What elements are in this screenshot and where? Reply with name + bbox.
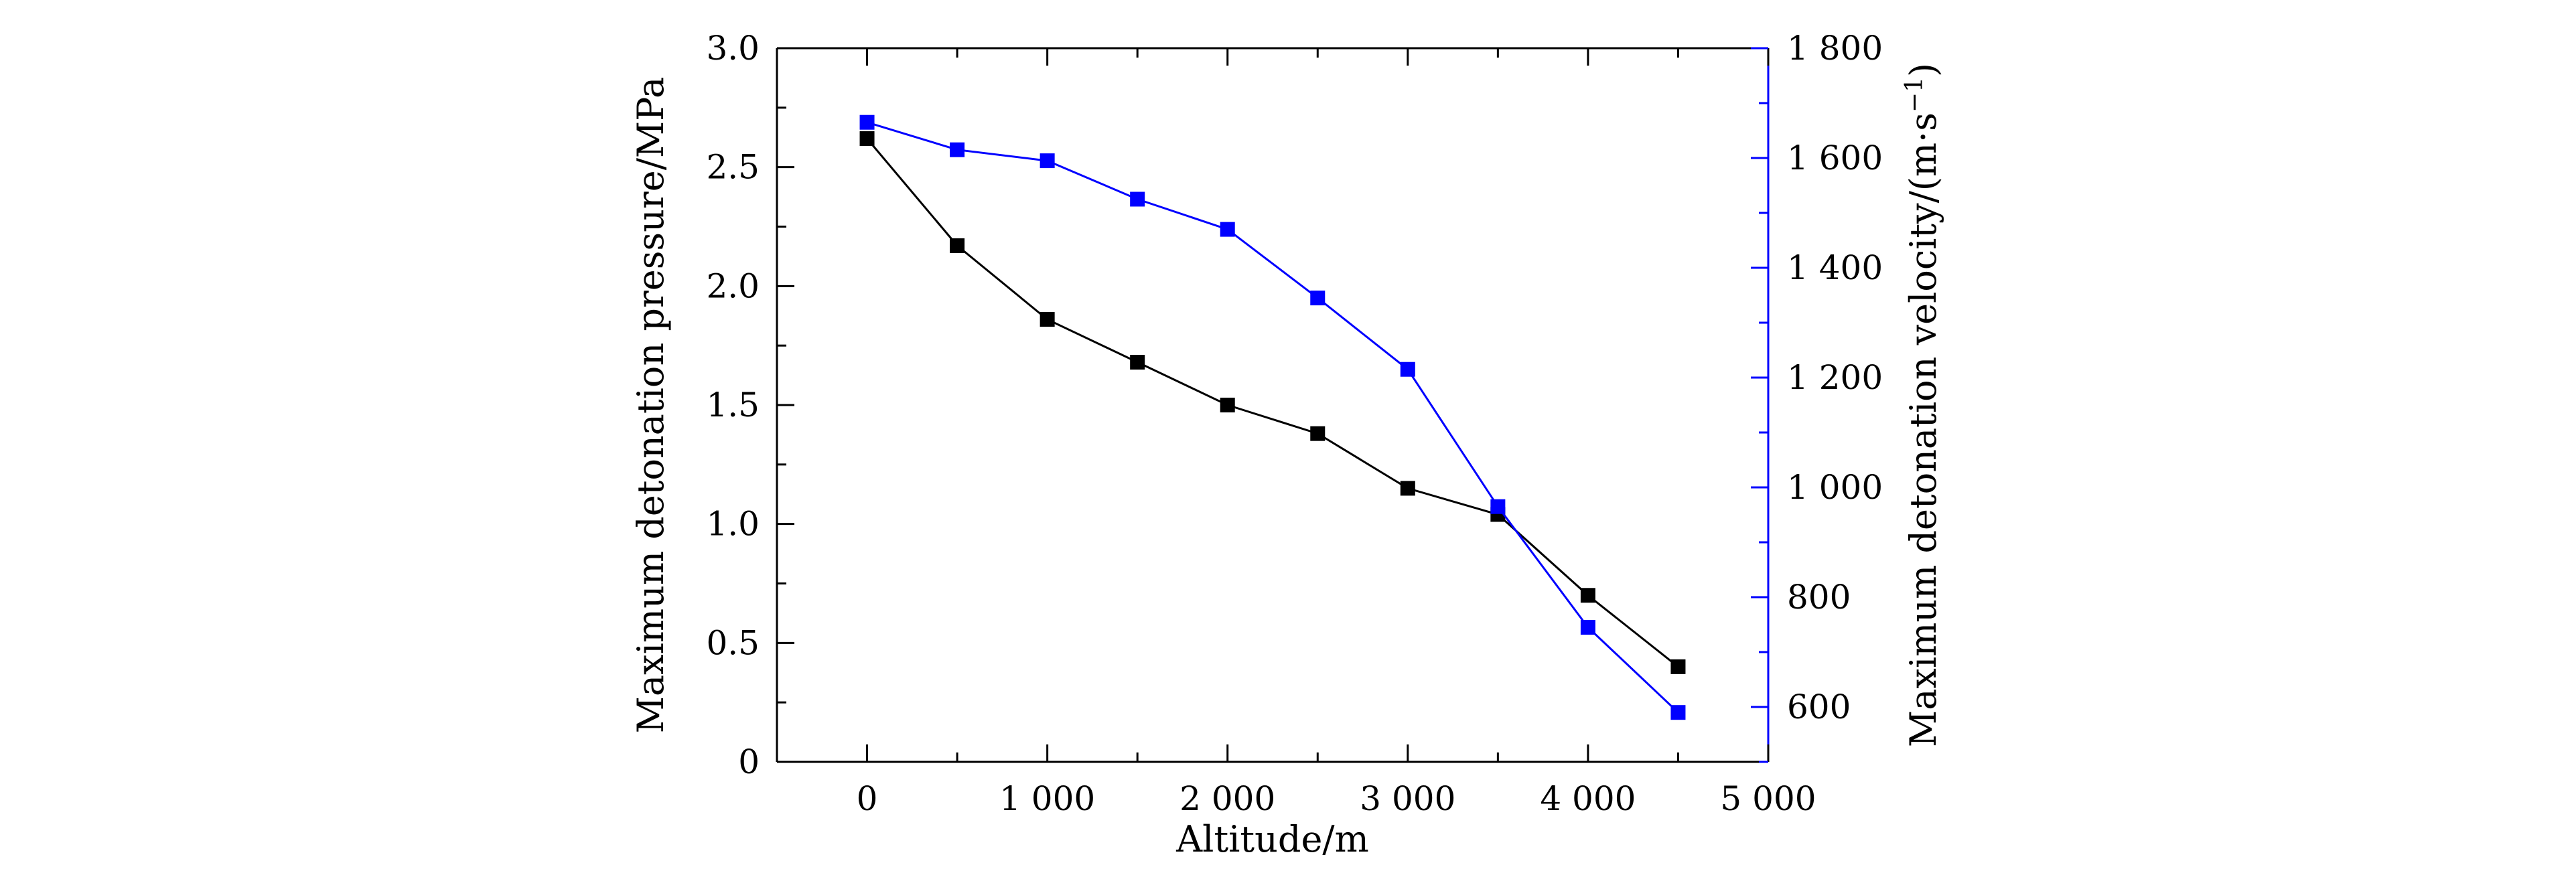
y-tick-label: 2.0 bbox=[706, 266, 760, 305]
series-point-0 bbox=[1310, 426, 1326, 441]
y2-tick-label: 1 000 bbox=[1787, 468, 1883, 507]
series-point-0 bbox=[1220, 398, 1235, 412]
y2-tick-label: 1 800 bbox=[1787, 29, 1883, 68]
series-point-1 bbox=[859, 114, 875, 130]
y2-axis-title: Maximum detonation velocity/(m·s−1) bbox=[1901, 63, 1945, 747]
y-tick-label: 0.5 bbox=[706, 623, 760, 662]
y-tick-label: 0 bbox=[738, 742, 760, 781]
series-point-0 bbox=[1040, 312, 1055, 327]
series-point-0 bbox=[1670, 659, 1686, 674]
y-tick-label: 1.0 bbox=[706, 505, 760, 544]
y2-tick-label: 1 200 bbox=[1787, 358, 1883, 397]
series-point-1 bbox=[1670, 705, 1686, 720]
series-point-1 bbox=[1130, 191, 1145, 207]
y-axis-title: Maximum detonation pressure/MPa bbox=[630, 77, 672, 734]
x-tick-label: 3 000 bbox=[1360, 779, 1455, 818]
series-point-0 bbox=[1130, 355, 1145, 370]
y-tick-label: 1.5 bbox=[706, 386, 760, 424]
y-tick-label: 2.5 bbox=[706, 148, 760, 187]
y2-tick-label: 800 bbox=[1787, 578, 1851, 617]
labels-layer: 0 1 000 2 000 3 000 4 000 5 000 0 0.5 1.0 1.5 2.0 2… bbox=[630, 29, 1944, 860]
series-point-0 bbox=[859, 131, 875, 147]
series-line-0 bbox=[866, 138, 1679, 668]
x-tick-label: 1 000 bbox=[999, 779, 1095, 818]
x-axis-title: Altitude/m bbox=[1175, 818, 1369, 860]
series-point-0 bbox=[1580, 588, 1595, 603]
y2-tick-label: 1 400 bbox=[1787, 248, 1883, 287]
y2-tick-label: 600 bbox=[1787, 688, 1851, 726]
x-tick-label: 2 000 bbox=[1179, 779, 1275, 818]
series-point-1 bbox=[1040, 153, 1055, 169]
series-point-1 bbox=[1490, 499, 1506, 514]
series-line-1 bbox=[867, 121, 1679, 714]
y-tick-label: 3.0 bbox=[706, 29, 760, 68]
x-tick-label: 4 000 bbox=[1540, 779, 1636, 818]
series-point-1 bbox=[1310, 291, 1326, 306]
y2-tick-label: 1 600 bbox=[1787, 139, 1883, 177]
series-point-1 bbox=[1400, 362, 1415, 377]
x-tick-label: 0 bbox=[857, 779, 878, 818]
series-point-1 bbox=[1580, 620, 1595, 635]
series-point-0 bbox=[1400, 481, 1415, 496]
series-point-1 bbox=[1220, 222, 1235, 237]
x-tick-label: 5 000 bbox=[1720, 779, 1816, 818]
series-point-0 bbox=[950, 238, 965, 253]
series-point-1 bbox=[950, 142, 965, 157]
series-layer bbox=[859, 114, 1686, 720]
axes-layer bbox=[776, 47, 1770, 763]
